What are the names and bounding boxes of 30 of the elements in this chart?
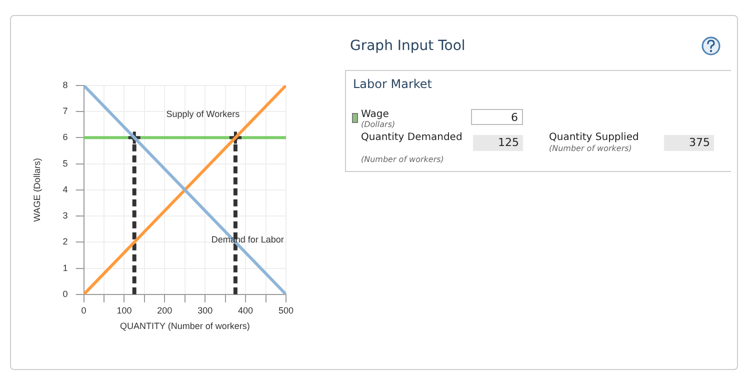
y-tick-label: 1 [62, 262, 68, 273]
text: Quantity Supplied [549, 132, 639, 143]
y-axis-title: WAGE (Dollars) [32, 158, 42, 222]
y-tick-label: 7 [62, 106, 68, 116]
text: 6 [471, 109, 523, 125]
y-tick-label: 2 [62, 236, 68, 247]
series-label: Supply of Workers [166, 109, 240, 120]
x-tick-label: 400 [238, 305, 254, 316]
y-tick-label: 8 [62, 80, 68, 90]
text: Labor Market [353, 77, 432, 91]
text: Graph Input Tool [350, 38, 466, 54]
y-tick-label: 5 [62, 158, 68, 168]
x-tick-label: 300 [198, 305, 213, 316]
y-tick-label: 3 [62, 210, 68, 221]
text: (Number of workers) [549, 144, 632, 153]
text: (Dollars) [361, 120, 396, 129]
y-tick-label: 0 [62, 288, 68, 299]
x-tick-label: 100 [116, 305, 132, 316]
y-tick-label: 6 [62, 132, 68, 142]
text: 125 [473, 135, 523, 151]
text: Quantity Demanded [361, 132, 462, 143]
x-axis-title: QUANTITY (Number of workers) [120, 321, 250, 332]
x-tick-label: 200 [157, 305, 172, 316]
text: Wage [361, 109, 389, 120]
x-tick-label: 500 [278, 305, 294, 316]
series-label: Demand for Labor [211, 234, 284, 245]
text: 375 [664, 135, 714, 151]
text: (Number of workers) [361, 155, 444, 164]
x-tick-label: 0 [81, 305, 86, 316]
y-tick-label: 4 [62, 184, 68, 194]
